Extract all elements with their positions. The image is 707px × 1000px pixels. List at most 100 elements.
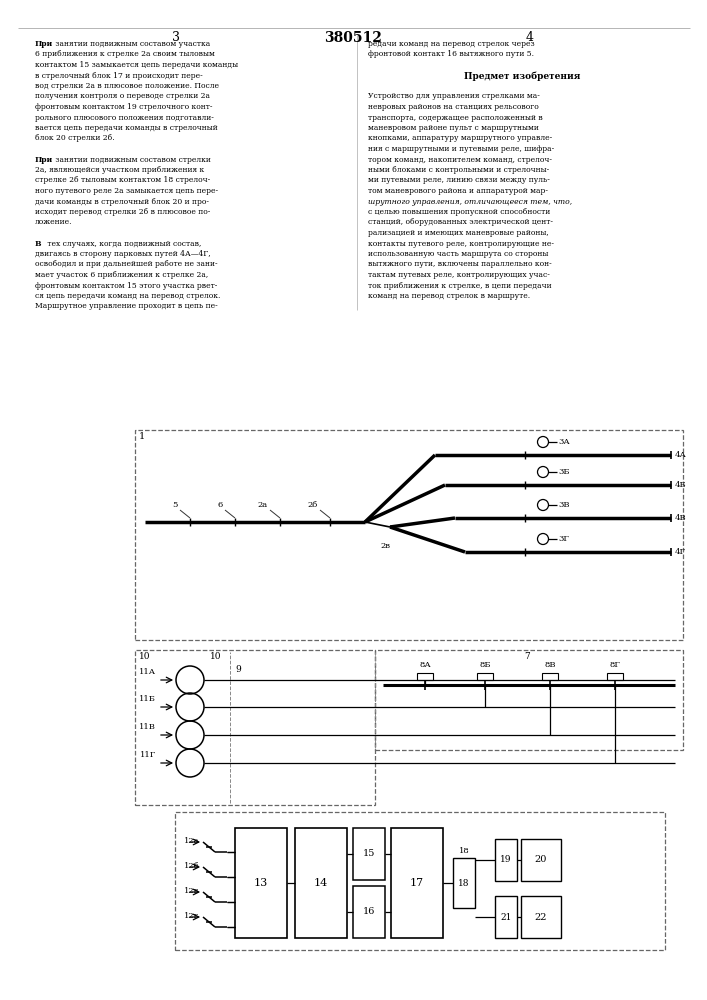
Text: 4: 4 [526, 31, 534, 44]
Text: 9: 9 [235, 665, 241, 674]
Text: блок 20 стрелки 2б.: блок 20 стрелки 2б. [35, 134, 115, 142]
Text: 11А: 11А [139, 668, 156, 676]
Text: 12б: 12б [184, 862, 199, 870]
Text: занятии подвижным составом стрелки: занятии подвижным составом стрелки [53, 155, 211, 163]
Text: ния с маршрутными и путевыми реле, шифра-: ния с маршрутными и путевыми реле, шифра… [368, 145, 554, 153]
Text: рольного плюсового положения подготавли-: рольного плюсового положения подготавли- [35, 113, 214, 121]
Text: При: При [35, 40, 53, 48]
Text: 11В: 11В [139, 723, 156, 731]
Text: 11Б: 11Б [139, 695, 156, 703]
Polygon shape [495, 896, 517, 938]
Text: 3Б: 3Б [558, 468, 570, 476]
Text: шрутного управления, отличающееся тем, что,: шрутного управления, отличающееся тем, ч… [368, 198, 572, 206]
Text: 3А: 3А [558, 438, 570, 446]
Polygon shape [295, 828, 347, 938]
Polygon shape [235, 828, 287, 938]
Text: 3: 3 [172, 31, 180, 44]
Text: 12а: 12а [184, 837, 199, 845]
Text: 10: 10 [210, 652, 221, 661]
Text: 8Б: 8Б [479, 661, 491, 669]
Text: 18: 18 [459, 847, 469, 855]
Text: кнопками, аппаратуру маршрутного управле-: кнопками, аппаратуру маршрутного управле… [368, 134, 552, 142]
Text: ного путевого реле 2а замыкается цепь пере-: ного путевого реле 2а замыкается цепь пе… [35, 187, 218, 195]
Text: ными блоками с контрольными и стрелочны-: ными блоками с контрольными и стрелочны- [368, 166, 549, 174]
Text: 17: 17 [410, 878, 424, 888]
Text: 4В: 4В [675, 514, 686, 522]
Text: Маршрутное управление проходит в цепь пе-: Маршрутное управление проходит в цепь пе… [35, 302, 218, 310]
Text: исходит перевод стрелки 2б в плюсовое по-: исходит перевод стрелки 2б в плюсовое по… [35, 208, 211, 216]
Text: тех случаях, когда подвижный состав,: тех случаях, когда подвижный состав, [45, 239, 201, 247]
Text: 14: 14 [314, 878, 328, 888]
Text: 3Г: 3Г [558, 535, 569, 543]
Text: транспорта, содержащее расположенный в: транспорта, содержащее расположенный в [368, 113, 543, 121]
Text: 20: 20 [534, 855, 547, 864]
Polygon shape [453, 858, 475, 908]
Text: освободил и при дальнейшей работе не зани-: освободил и при дальнейшей работе не зан… [35, 260, 218, 268]
Text: ся цепь передачи команд на перевод стрелок.: ся цепь передачи команд на перевод стрел… [35, 292, 221, 300]
Polygon shape [353, 828, 385, 880]
Text: 16: 16 [363, 908, 375, 916]
Text: 10: 10 [139, 652, 151, 661]
Polygon shape [521, 896, 561, 938]
Text: ток приближения к стрелке, в цепи передачи: ток приближения к стрелке, в цепи переда… [368, 282, 551, 290]
Text: 380512: 380512 [324, 31, 382, 45]
Text: 22: 22 [534, 913, 547, 922]
Text: 8В: 8В [544, 661, 556, 669]
Text: ложение.: ложение. [35, 219, 73, 227]
Text: В: В [35, 239, 42, 247]
Text: редачи команд на перевод стрелок через: редачи команд на перевод стрелок через [368, 40, 534, 48]
Text: тактам путевых реле, контролирующих учас-: тактам путевых реле, контролирующих учас… [368, 271, 550, 279]
Text: 18: 18 [458, 879, 469, 888]
Text: 19: 19 [501, 855, 512, 864]
Text: 5: 5 [173, 501, 178, 509]
Text: получения контроля о переводе стрелки 2а: получения контроля о переводе стрелки 2а [35, 93, 210, 101]
Text: 4Б: 4Б [675, 481, 686, 489]
Text: использованную часть маршрута со стороны: использованную часть маршрута со стороны [368, 250, 549, 258]
Text: контактом 15 замыкается цепь передачи команды: контактом 15 замыкается цепь передачи ко… [35, 61, 238, 69]
Text: невровых районов на станциях рельсового: невровых районов на станциях рельсового [368, 103, 539, 111]
Text: 4Г: 4Г [675, 548, 686, 556]
Text: 4А: 4А [675, 451, 687, 459]
Text: 7: 7 [524, 652, 530, 661]
Text: 6 приближения к стрелке 2а своим тыловым: 6 приближения к стрелке 2а своим тыловым [35, 50, 215, 58]
Text: фронтовым контактом 15 этого участка рвет-: фронтовым контактом 15 этого участка рве… [35, 282, 217, 290]
Text: 13: 13 [254, 878, 268, 888]
Text: мает участок 6 приближения к стрелке 2а,: мает участок 6 приближения к стрелке 2а, [35, 271, 209, 279]
Text: 8А: 8А [419, 661, 431, 669]
Text: дачи команды в стрелочный блок 20 и про-: дачи команды в стрелочный блок 20 и про- [35, 198, 209, 206]
Text: фронтовым контактом 19 стрелочного конт-: фронтовым контактом 19 стрелочного конт- [35, 103, 213, 111]
Text: 15: 15 [363, 850, 375, 858]
Text: фронтовой контакт 16 вытяжного пути 5.: фронтовой контакт 16 вытяжного пути 5. [368, 50, 534, 58]
Text: маневровом районе пульт с маршрутными: маневровом районе пульт с маршрутными [368, 124, 539, 132]
Text: вается цепь передачи команды в стрелочный: вается цепь передачи команды в стрелочны… [35, 124, 218, 132]
Text: 11Г: 11Г [140, 751, 156, 759]
Text: вытяжного пути, включены параллельно кон-: вытяжного пути, включены параллельно кон… [368, 260, 551, 268]
Text: тором команд, накопителем команд, стрелоч-: тором команд, накопителем команд, стрело… [368, 155, 552, 163]
Text: 12г: 12г [184, 912, 199, 920]
Polygon shape [542, 673, 558, 680]
Text: 6: 6 [218, 501, 223, 509]
Text: Предмет изобретения: Предмет изобретения [464, 72, 580, 81]
Text: 8Г: 8Г [609, 661, 621, 669]
Text: Устройство для управления стрелками ма-: Устройство для управления стрелками ма- [368, 93, 540, 101]
Text: 3В: 3В [558, 501, 570, 509]
Text: 2б: 2б [308, 501, 318, 509]
Text: двигаясь в сторону парковых путей 4А—4Г,: двигаясь в сторону парковых путей 4А—4Г, [35, 250, 211, 258]
Text: При: При [35, 155, 53, 163]
Text: рализацией и имеющих маневровые районы,: рализацией и имеющих маневровые районы, [368, 229, 549, 237]
Text: вод стрелки 2а в плюсовое положение. После: вод стрелки 2а в плюсовое положение. Пос… [35, 82, 219, 90]
Text: в стрелочный блок 17 и происходит пере-: в стрелочный блок 17 и происходит пере- [35, 72, 203, 80]
Polygon shape [417, 673, 433, 680]
Text: том маневрового района и аппаратурой мар-: том маневрового района и аппаратурой мар… [368, 187, 548, 195]
Text: 2в: 2в [380, 542, 390, 550]
Text: контакты путевого реле, контролирующие не-: контакты путевого реле, контролирующие н… [368, 239, 554, 247]
Polygon shape [521, 839, 561, 881]
Text: 12в: 12в [184, 887, 199, 895]
Text: с целью повышения пропускной способности: с целью повышения пропускной способности [368, 208, 550, 216]
Polygon shape [477, 673, 493, 680]
Polygon shape [353, 886, 385, 938]
Polygon shape [391, 828, 443, 938]
Text: ми путевыми реле, линию связи между пуль-: ми путевыми реле, линию связи между пуль… [368, 176, 550, 184]
Text: 21: 21 [501, 913, 512, 922]
Text: стрелке 2б тыловым контактом 18 стрелоч-: стрелке 2б тыловым контактом 18 стрелоч- [35, 176, 210, 184]
